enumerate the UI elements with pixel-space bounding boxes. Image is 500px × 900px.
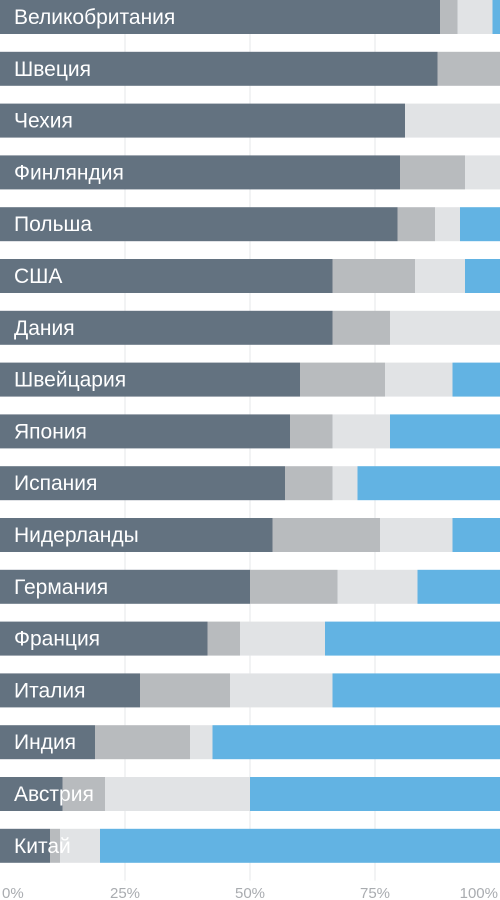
bar-segment-7-1 <box>0 310 333 345</box>
bar-segment-4-1 <box>0 155 400 190</box>
category-label: Швейцария <box>14 369 126 392</box>
bar-segment-16-2 <box>62 777 105 811</box>
bar-segment-15-4 <box>212 725 500 760</box>
bar-segment-13-2 <box>207 621 240 656</box>
bar-segment-14-1 <box>0 673 140 708</box>
bar-segment-1-3 <box>457 0 493 34</box>
bar-segment-10-4 <box>357 466 500 501</box>
bar-segment-6-1 <box>0 259 333 293</box>
category-label: Швеция <box>14 58 91 81</box>
bar-segment-17-4 <box>100 828 500 863</box>
bar-segment-12-1 <box>0 569 250 604</box>
category-label: Дания <box>14 317 75 340</box>
bar-segment-3-3 <box>405 103 500 138</box>
category-label: Польша <box>14 213 92 236</box>
bar-segment-11-1 <box>0 518 273 552</box>
category-labels: Великобритания Швеция Чехия Финляндия Польша… <box>14 6 175 858</box>
bar-segment-13-3 <box>240 621 325 656</box>
bar-segment-10-1 <box>0 466 285 501</box>
category-label: Финляндия <box>14 161 124 184</box>
bar-segment-10-3 <box>332 466 358 501</box>
bar-segment-12-4 <box>417 569 500 604</box>
category-label: Япония <box>14 420 87 443</box>
bar-segment-4-3 <box>465 155 500 190</box>
bar-segment-9-4 <box>390 414 500 449</box>
bar-segment-14-4 <box>332 673 500 708</box>
bar-segment-8-4 <box>452 362 500 397</box>
category-label: Китай <box>14 835 71 858</box>
bar-segment-15-1 <box>0 725 95 760</box>
x-axis-ticks: 0% 25% 50% 75% 100% <box>2 885 498 900</box>
bar-segment-7-2 <box>332 310 390 345</box>
bar-segment-4-2 <box>400 155 465 190</box>
bar-segment-15-2 <box>95 725 190 760</box>
bar-segment-11-4 <box>452 518 500 552</box>
x-tick-label: 75% <box>360 885 390 900</box>
category-label: Великобритания <box>14 6 175 29</box>
bar-segment-6-4 <box>465 259 500 293</box>
bar-segment-2-2 <box>437 51 500 86</box>
category-label: Италия <box>14 679 86 702</box>
bar-segment-5-2 <box>397 207 435 242</box>
bar-segment-8-3 <box>385 362 453 397</box>
bar-segment-11-2 <box>272 518 380 552</box>
bar-segment-5-4 <box>460 207 500 242</box>
bar-segment-8-1 <box>0 362 300 397</box>
bar-segment-16-4 <box>250 777 500 811</box>
bar-segment-1-4 <box>492 0 500 34</box>
bar-segment-9-2 <box>290 414 333 449</box>
bar-segment-17-1 <box>0 828 50 863</box>
x-tick-label: 50% <box>235 885 265 900</box>
bars <box>0 0 500 863</box>
x-tick-label: 100% <box>460 885 498 900</box>
bar-segment-16-3 <box>105 777 250 811</box>
category-label: Испания <box>14 472 97 495</box>
x-tick-label: 25% <box>110 885 140 900</box>
bar-segment-10-2 <box>285 466 333 501</box>
category-label: Австрия <box>14 783 94 806</box>
category-label: Индия <box>14 731 76 754</box>
bar-segment-2-1 <box>0 51 438 86</box>
bar-segment-13-4 <box>325 621 500 656</box>
bar-segment-11-3 <box>380 518 453 552</box>
bar-segment-12-3 <box>337 569 418 604</box>
bar-segment-13-1 <box>0 621 208 656</box>
bar-segment-5-3 <box>435 207 460 242</box>
bar-segment-14-3 <box>230 673 333 708</box>
category-label: США <box>14 265 62 288</box>
bar-segment-1-1 <box>0 0 440 34</box>
bar-segment-14-2 <box>140 673 230 708</box>
bar-segment-5-1 <box>0 207 398 242</box>
bar-segment-7-3 <box>390 310 500 345</box>
category-label: Германия <box>14 576 108 599</box>
bar-segment-12-2 <box>250 569 338 604</box>
category-label: Нидерланды <box>14 524 139 547</box>
bar-segment-6-3 <box>415 259 465 293</box>
bar-segment-1-2 <box>440 0 458 34</box>
bar-segment-17-2 <box>50 828 60 863</box>
bar-segment-8-2 <box>300 362 385 397</box>
x-tick-label: 0% <box>2 885 24 900</box>
category-label: Франция <box>14 628 100 651</box>
category-label: Чехия <box>14 110 73 133</box>
bar-segment-6-2 <box>332 259 415 293</box>
bar-segment-15-3 <box>190 725 213 760</box>
bar-segment-9-1 <box>0 414 290 449</box>
bar-segment-16-1 <box>0 777 63 811</box>
bar-segment-3-1 <box>0 103 405 138</box>
bar-segment-17-3 <box>60 828 100 863</box>
bar-segment-9-3 <box>332 414 390 449</box>
